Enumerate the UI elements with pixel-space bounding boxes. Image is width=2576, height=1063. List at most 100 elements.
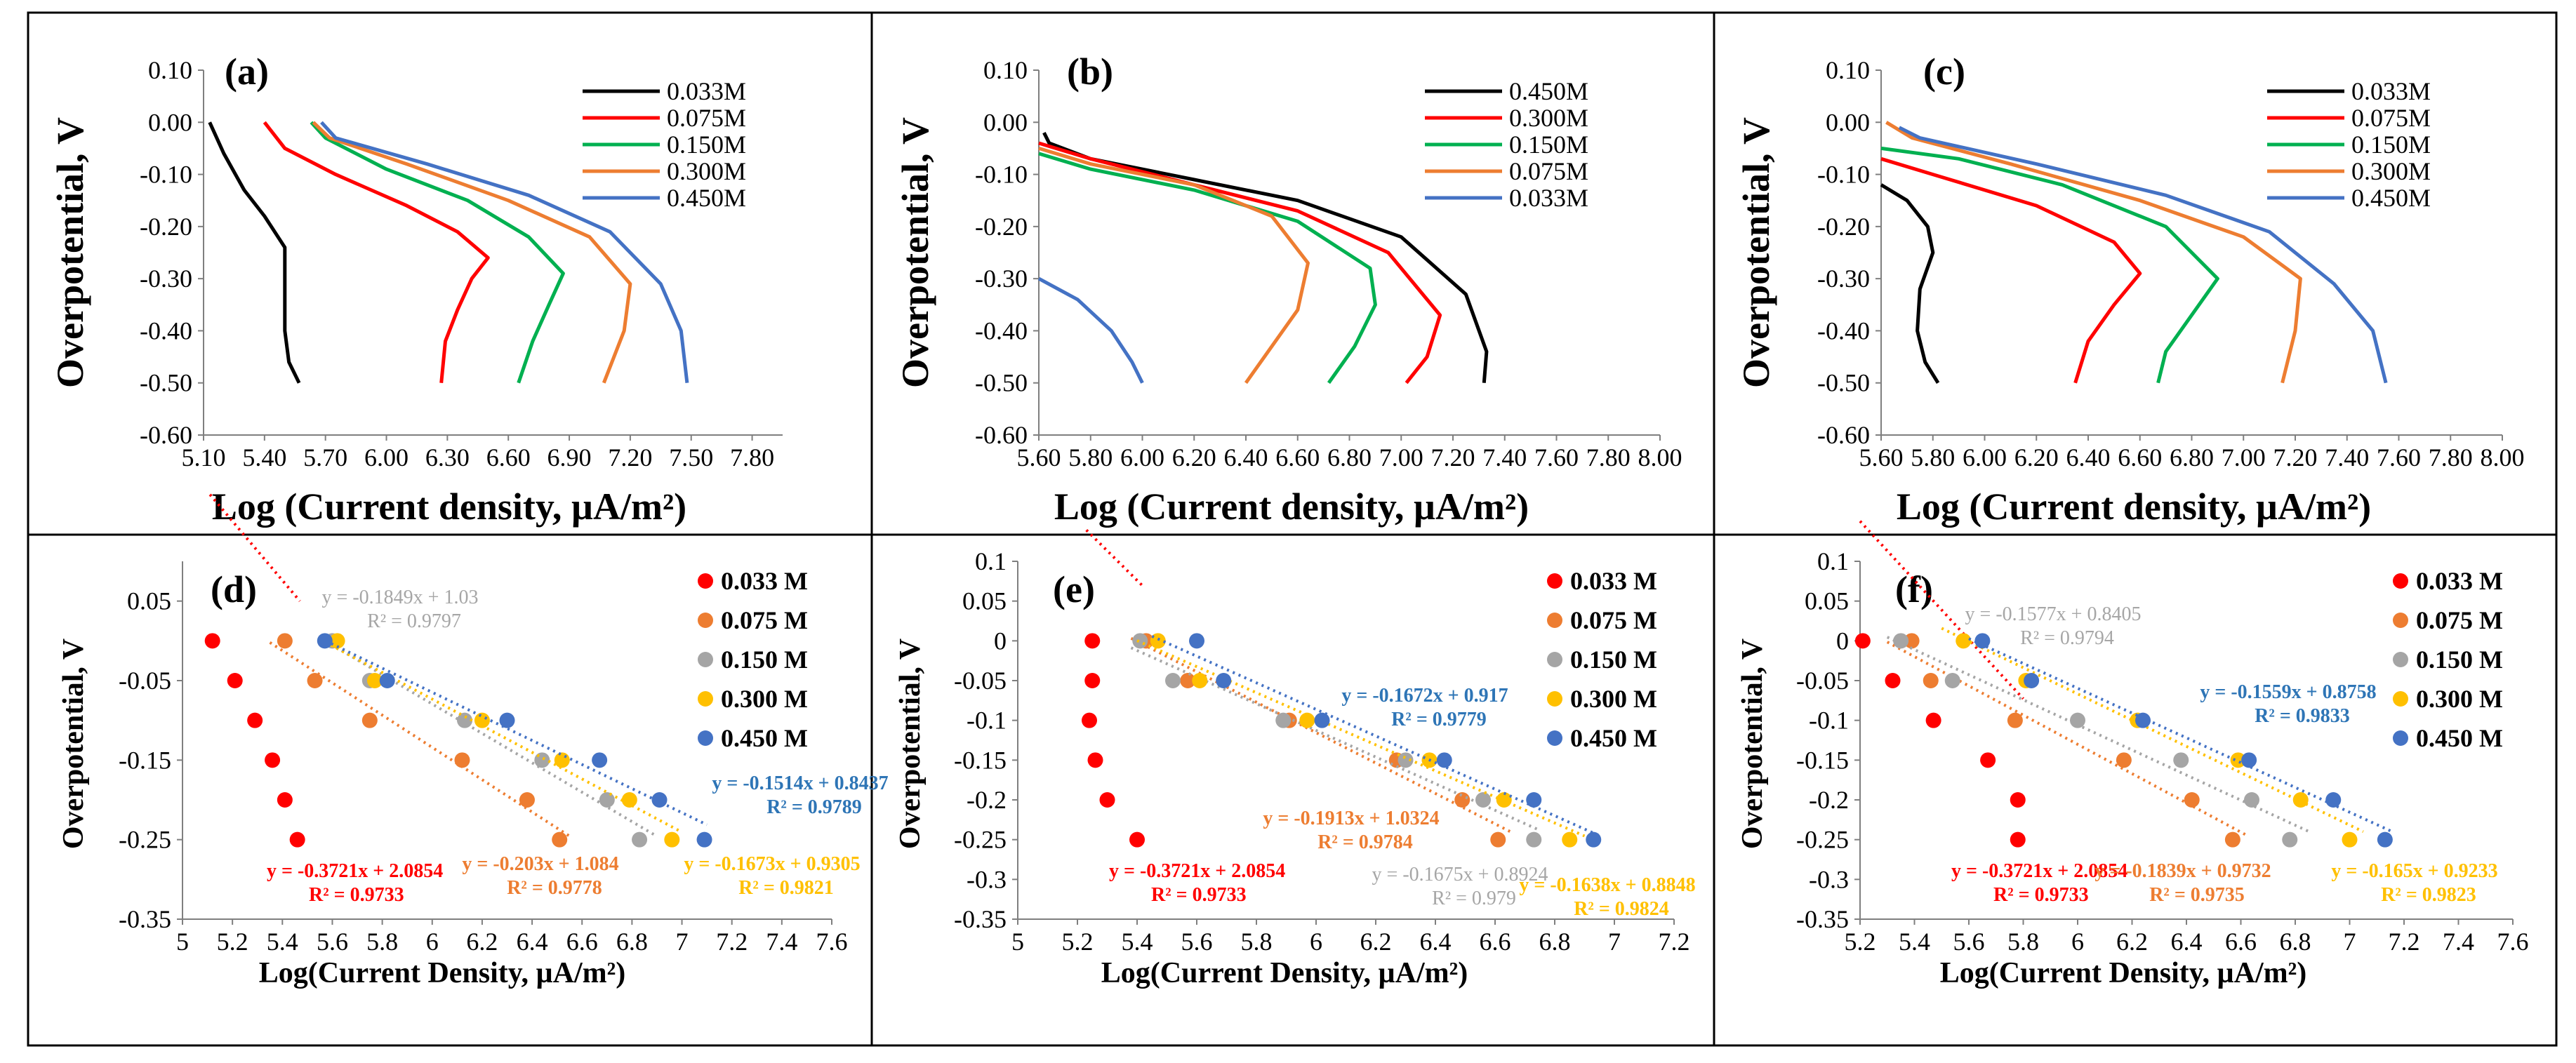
data-point <box>1087 752 1103 768</box>
panel-label-d: (d) <box>211 568 257 610</box>
legend-label: 0.450 M <box>2416 724 2503 752</box>
equation-text: y = -0.1514x + 0.8437 <box>712 773 888 794</box>
data-point <box>1299 712 1315 728</box>
data-point <box>599 792 615 808</box>
legend-label: 0.300M <box>667 157 746 185</box>
legend-label: 0.300M <box>2351 157 2431 185</box>
data-point <box>1974 633 1991 649</box>
equation-text: y = -0.1638x + 0.8848 <box>1519 874 1695 896</box>
trendline <box>269 641 571 838</box>
y-tick-label: -0.60 <box>1817 421 1870 449</box>
x-tick-label: 5.2 <box>1062 928 1094 956</box>
x-tick-label: 6.6 <box>566 928 598 956</box>
x-tick-label: 6.20 <box>2014 443 2059 472</box>
panel-label-c: (c) <box>1923 51 1965 93</box>
data-point <box>2241 752 2257 768</box>
equation-text: y = -0.1839x + 0.9732 <box>2094 860 2271 882</box>
x-axis-title: Log (Current density, µA/m²) <box>212 486 686 528</box>
y-tick-label: -0.20 <box>1817 213 1870 241</box>
plots-group: 5.10 5.40 5.70 6.00 6.30 6.60 6.90 7.20 7.50 7.80… <box>49 51 2529 989</box>
y-tick-label: -0.3 <box>1809 865 1849 893</box>
data-point <box>2292 792 2309 808</box>
legend-label: 0.033 M <box>2416 567 2503 595</box>
data-point <box>534 752 550 768</box>
y-tick-label: -0.10 <box>975 161 1028 189</box>
legend-label: 0.450 M <box>721 724 808 752</box>
data-point <box>651 792 668 808</box>
series-line <box>1880 146 2219 384</box>
data-point <box>2325 792 2342 808</box>
y-axis-title: Overpotential, V <box>58 639 90 849</box>
data-point <box>1925 712 1941 728</box>
y-tick-label: -0.60 <box>975 421 1028 449</box>
r-squared-text: R² = 0.979 <box>1432 888 1516 909</box>
data-point <box>457 712 473 728</box>
x-tick-label: 7 <box>1608 928 1621 956</box>
data-point <box>499 712 515 728</box>
y-tick-label: 0.10 <box>983 56 1028 84</box>
legend-label: 0.150M <box>2351 131 2431 159</box>
x-tick-label: 5.6 <box>1953 928 1985 956</box>
legend-label: 0.033M <box>2351 77 2431 105</box>
x-tick-label: 6.80 <box>2170 443 2214 472</box>
legend-label: 0.075M <box>1509 157 1588 185</box>
r-squared-text: R² = 0.9824 <box>1574 898 1669 920</box>
x-tick-label: 5 <box>1011 928 1024 956</box>
x-tick-label: 5.10 <box>182 443 226 472</box>
data-point <box>307 673 323 688</box>
data-point <box>2173 752 2189 768</box>
y-tick-label: -0.40 <box>975 316 1028 345</box>
r-squared-text: R² = 0.9833 <box>2255 705 2350 727</box>
y-tick-label: -0.30 <box>140 265 192 293</box>
chart-b: 5.60 5.80 6.00 6.20 6.40 6.60 6.80 7.00 7.20 7.40… <box>894 51 1682 528</box>
y-tick-label: 0.05 <box>962 587 1007 615</box>
data-point <box>2224 831 2240 848</box>
data-point <box>1314 712 1330 728</box>
legend-label: 0.150M <box>1509 131 1588 159</box>
data-point <box>1436 752 1452 768</box>
y-axis-title: Overpotential, V <box>1735 117 1777 388</box>
x-tick-label: 6 <box>2071 928 2084 956</box>
x-tick-label: 6.8 <box>616 928 648 956</box>
trendline <box>1130 636 1511 833</box>
r-squared-text: R² = 0.9789 <box>766 796 862 818</box>
y-tick-label: -0.20 <box>140 213 192 241</box>
data-point <box>554 752 570 768</box>
x-tick-label: 7.20 <box>1431 443 1475 472</box>
legend-label: 0.033 M <box>721 567 808 595</box>
trendline <box>1941 627 2364 834</box>
data-point <box>1923 673 1939 688</box>
y-tick-label: -0.60 <box>140 421 192 449</box>
x-tick-label: 5.8 <box>1241 928 1273 956</box>
series-line <box>1038 141 1442 385</box>
trendline <box>1859 520 2024 700</box>
legend-label: 0.150 M <box>1570 646 1657 674</box>
y-tick-label: 0.10 <box>148 56 192 84</box>
x-tick-label: 5.2 <box>217 928 248 956</box>
data-point <box>1490 831 1506 848</box>
legend-swatch <box>2393 730 2408 746</box>
x-tick-label: 5.8 <box>2007 928 2039 956</box>
legend-label: 0.075M <box>2351 104 2431 132</box>
x-tick-label: 5.6 <box>1181 928 1213 956</box>
y-axis-title: Overpotential, V <box>894 639 927 849</box>
r-squared-text: R² = 0.9778 <box>507 877 602 899</box>
x-tick-label: 7.00 <box>1379 443 1423 472</box>
equation-text: y = -0.1672x + 0.917 <box>1341 685 1508 707</box>
legend-swatch <box>2393 613 2408 628</box>
equation-text: y = -0.3721x + 2.0854 <box>1951 860 2127 882</box>
x-tick-label: 7.6 <box>2497 928 2529 956</box>
r-squared-text: R² = 0.9821 <box>738 877 834 899</box>
x-tick-label: 6.30 <box>425 443 470 472</box>
equation-text: y = -0.3721x + 2.0854 <box>267 860 443 882</box>
y-tick-label: -0.35 <box>954 905 1007 933</box>
data-point <box>227 673 243 688</box>
trendline <box>1886 641 2248 836</box>
legend-swatch <box>698 613 713 628</box>
x-tick-label: 7.2 <box>1659 928 1690 956</box>
x-tick-label: 6 <box>1310 928 1322 956</box>
x-axis-title: Log(Current Density, µA/m²) <box>1940 957 2306 989</box>
x-tick-label: 5 <box>176 928 189 956</box>
data-point <box>1132 633 1148 649</box>
x-tick-label: 7.60 <box>2377 443 2421 472</box>
